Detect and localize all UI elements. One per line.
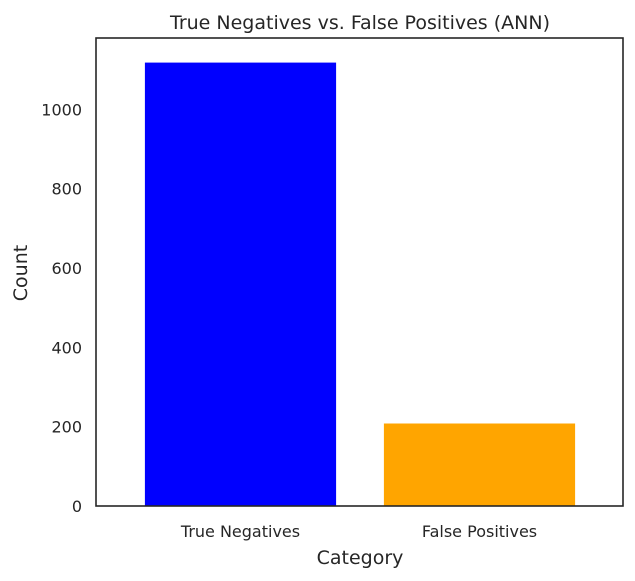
- y-tick-label: 200: [51, 418, 82, 437]
- y-tick-label: 800: [51, 180, 82, 199]
- x-axis-label: Category: [317, 547, 404, 569]
- plot-area: True Negatives False Positives 0 200 400 600 8…: [41, 62, 576, 541]
- bar-true-negatives: [144, 62, 337, 506]
- x-tick-label: True Negatives: [180, 522, 300, 541]
- y-axis-label: Count: [10, 245, 32, 301]
- y-tick-label: 600: [51, 259, 82, 278]
- chart-title: True Negatives vs. False Positives (ANN): [169, 12, 550, 34]
- x-tick-label: False Positives: [422, 522, 537, 541]
- y-tick-label: 0: [72, 497, 82, 516]
- bar-false-positives: [383, 423, 576, 506]
- plot-frame: [95, 37, 624, 507]
- y-tick-label: 1000: [41, 100, 82, 119]
- y-tick-label: 400: [51, 338, 82, 357]
